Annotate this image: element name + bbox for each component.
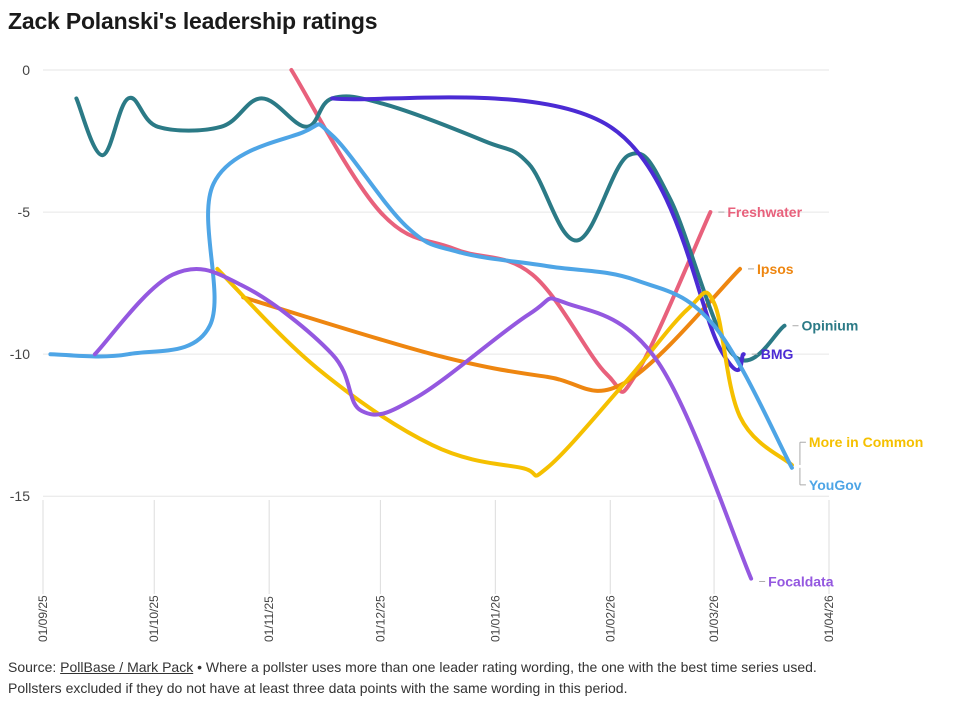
footer-note-1: Where a pollster uses more than one lead… xyxy=(205,659,817,675)
y-tick-label: -10 xyxy=(10,346,30,362)
series-line-ipsos xyxy=(241,266,742,393)
series-line-more-in-common xyxy=(215,266,794,478)
y-tick-label: 0 xyxy=(22,62,30,78)
y-tick-label: -15 xyxy=(10,488,30,504)
chart-footer: Source: PollBase / Mark Pack • Where a p… xyxy=(8,657,968,699)
series-end-labels: Freshwater Ipsos Opinium BMG More in Common Y… xyxy=(718,204,923,589)
series-label-yougov: YouGov xyxy=(809,477,862,493)
series-lines xyxy=(48,68,794,581)
series-label-focaldata: Focaldata xyxy=(768,573,834,589)
x-tick-label: 01/10/25 xyxy=(147,595,161,642)
source-prefix: Source: xyxy=(8,659,61,675)
line-chart: 0 -5 -10 -15 01/09/25 01/10/25 01/11/25 01/12/… xyxy=(10,62,924,642)
x-tick-label: 01/04/26 xyxy=(822,595,836,642)
series-line-opinium xyxy=(74,94,787,363)
series-line-yougov xyxy=(48,122,794,470)
footer-line-2: Pollsters excluded if they do not have a… xyxy=(8,680,628,696)
x-tick-label: 01/12/25 xyxy=(373,595,387,642)
footer-bullet: • xyxy=(193,659,206,675)
x-tick-label: 01/03/26 xyxy=(707,595,721,642)
x-tick-label: 01/02/26 xyxy=(603,595,617,642)
y-axis: 0 -5 -10 -15 xyxy=(10,62,30,504)
series-label-opinium: Opinium xyxy=(802,318,859,334)
y-tick-label: -5 xyxy=(18,204,31,220)
series-line-focaldata xyxy=(92,266,754,581)
x-tick-label: 01/09/25 xyxy=(36,595,50,642)
series-label-more-in-common: More in Common xyxy=(809,434,923,450)
series-label-ipsos: Ipsos xyxy=(757,261,794,277)
footer-line-1: Source: PollBase / Mark Pack • Where a p… xyxy=(8,657,968,678)
chart-title: Zack Polanski's leadership ratings xyxy=(8,8,378,34)
x-axis: 01/09/25 01/10/25 01/11/25 01/12/25 01/01/26… xyxy=(36,500,836,642)
series-label-freshwater: Freshwater xyxy=(727,204,802,220)
series-line-freshwater xyxy=(289,68,713,394)
x-tick-label: 01/01/26 xyxy=(488,595,502,642)
x-tick-label: 01/11/25 xyxy=(262,596,276,642)
source-link[interactable]: PollBase / Mark Pack xyxy=(60,659,194,675)
series-line-bmg xyxy=(330,95,746,372)
series-label-bmg: BMG xyxy=(761,346,794,362)
